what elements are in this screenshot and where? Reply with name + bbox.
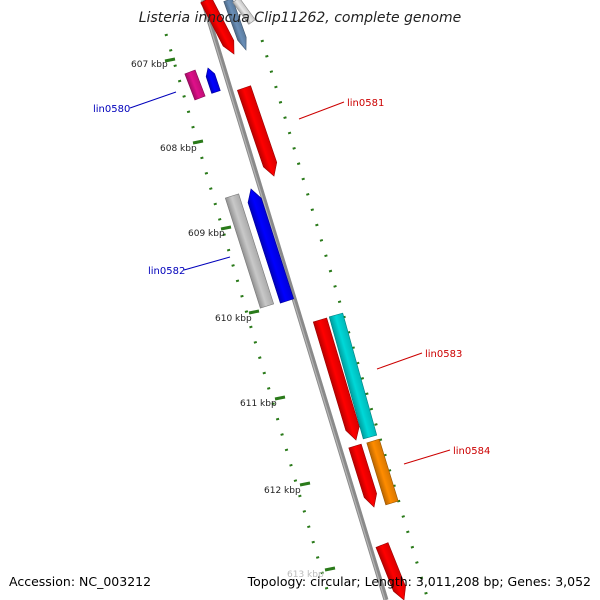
accession-text: Accession: NC_003212 xyxy=(9,574,152,589)
tick-mark xyxy=(324,566,336,572)
genome-backbone xyxy=(200,0,389,600)
gene-red-bottom xyxy=(375,542,406,600)
gene-lin0582 xyxy=(247,188,295,304)
tick-label: 609 kbp xyxy=(188,229,225,239)
tick-label: 607 kbp xyxy=(131,60,168,70)
tick-label: 611 kbp xyxy=(240,399,277,409)
gene-label-leader xyxy=(403,449,451,465)
gene-lin0581 xyxy=(236,85,278,177)
gene-lin0584 xyxy=(366,438,399,506)
gene-label-leader xyxy=(183,256,231,271)
gene-features xyxy=(184,0,406,600)
gene-red-lin0584 xyxy=(348,443,377,508)
gene-lin0580 xyxy=(184,69,206,101)
outer-dotted-track xyxy=(260,39,430,600)
gene-label-leader xyxy=(298,101,345,120)
backbone-highlight xyxy=(201,0,386,600)
tick-mark xyxy=(164,57,176,63)
gene-label-lin0582: lin0582 xyxy=(148,266,185,277)
tick-mark xyxy=(192,139,204,145)
gene-gray-lin0582 xyxy=(224,193,275,309)
gene-label-leader xyxy=(376,352,423,370)
gene-blue-small xyxy=(205,67,221,94)
gene-label-leader xyxy=(129,91,177,109)
gene-label-lin0581: lin0581 xyxy=(347,98,384,109)
map-title: Listeria innocua Clip11262, complete gen… xyxy=(138,10,462,26)
gene-label-lin0583: lin0583 xyxy=(425,349,462,360)
tick-label: 613 kbp xyxy=(287,570,324,580)
genome-summary-text: Topology: circular; Length: 3,011,208 bp… xyxy=(247,574,591,589)
gene-steelblue-top xyxy=(223,0,247,51)
gene-lin0583 xyxy=(328,312,378,440)
backbone-line xyxy=(200,0,389,600)
gene-label-lin0584: lin0584 xyxy=(453,446,490,457)
gene-red-top xyxy=(200,0,235,55)
gene-labels: lin0580 lin0581 lin0582 lin0583 lin0584 xyxy=(93,91,490,465)
tick-label: 612 kbp xyxy=(264,486,301,496)
dotted-tracks xyxy=(164,33,430,600)
tick-mark xyxy=(220,225,232,231)
tick-mark xyxy=(248,309,260,315)
tick-mark xyxy=(299,481,311,487)
gene-label-lin0580: lin0580 xyxy=(93,104,130,115)
gene-red-lin0583 xyxy=(312,317,360,441)
gene-white-top xyxy=(232,0,256,25)
tick-label: 610 kbp xyxy=(215,314,252,324)
kbp-ticks: 607 kbp 608 kbp 609 kbp 610 kbp 611 kbp 612 k… xyxy=(131,57,336,580)
tick-label: 608 kbp xyxy=(160,144,197,154)
tick-mark xyxy=(274,395,286,401)
